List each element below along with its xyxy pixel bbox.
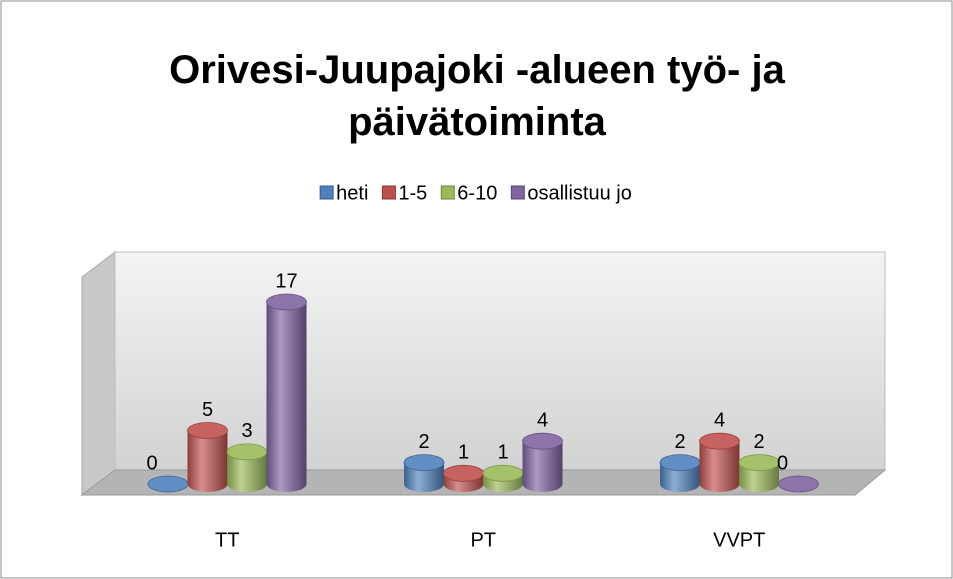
data-label: 5 [202,399,213,421]
bar-top [522,432,563,450]
legend: heti 1-5 6-10 osallistuu jo [319,182,632,204]
bar-top [482,464,524,482]
bar [147,475,189,493]
bar-body [266,302,307,484]
bar-top [659,454,701,471]
side-wall [81,250,116,497]
legend-swatch [440,185,455,200]
bar-body [187,430,228,484]
bar-top [699,432,740,450]
data-label: 2 [753,431,764,453]
plot [147,293,819,493]
bar [266,293,307,492]
title-box: Orivesi-Juupajoki -alueen työ- ja päivät… [169,48,785,144]
chart-title: Orivesi-Juupajoki -alueen työ- ja päivät… [169,48,785,144]
bar [443,464,484,492]
bar-top [187,422,228,439]
data-label: 17 [275,270,297,292]
legend-label: 1-5 [398,182,427,204]
bar-top [403,454,445,471]
bar [522,432,563,492]
bar [187,422,228,492]
data-label: 1 [497,442,508,464]
x-tick-label: VVPT [713,529,765,551]
bar [482,464,524,492]
bar [659,454,701,492]
legend-swatch [381,185,396,200]
data-label: 0 [146,452,157,474]
legend-swatch [319,185,334,200]
bar-top [147,475,189,493]
bar [738,454,780,492]
x-tick-label: TT [215,529,239,551]
bar-top [443,464,484,482]
bar [778,475,819,493]
data-label: 0 [777,452,788,474]
bar-top [266,293,307,311]
bar [403,454,445,492]
data-label: 1 [458,442,469,464]
bar-top [226,443,268,461]
data-label: 2 [674,431,685,453]
data-label: 4 [537,409,548,431]
data-label: 4 [714,409,725,431]
legend-label: osallistuu jo [527,182,632,204]
bar [226,443,268,492]
legend-label: heti [336,182,368,204]
back-wall [114,251,886,471]
bar [699,432,740,492]
legend-swatch [510,185,525,200]
bar-top [738,454,780,471]
bar-top [778,475,819,493]
data-label: 2 [418,431,429,453]
legend-label: 6-10 [457,182,497,204]
x-tick-label: PT [470,529,496,551]
data-label: 3 [241,420,252,442]
